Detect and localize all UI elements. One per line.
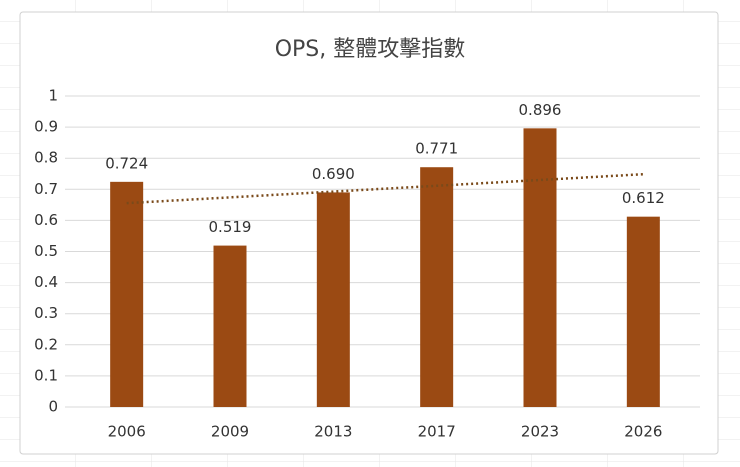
x-tick-label: 2023 [521, 423, 559, 441]
y-tick-label: 0.4 [34, 273, 58, 291]
y-tick-label: 0.8 [34, 149, 58, 167]
y-tick-label: 0 [48, 398, 58, 416]
y-tick-label: 0.2 [34, 335, 58, 353]
y-tick-label: 1 [48, 87, 58, 105]
data-label: 0.896 [519, 101, 562, 119]
bar [626, 216, 660, 407]
y-tick-label: 0.1 [34, 366, 58, 384]
bar [110, 181, 144, 407]
y-tick-label: 0.3 [34, 304, 58, 322]
data-label: 0.612 [622, 189, 665, 207]
y-tick-label: 0.6 [34, 211, 58, 229]
x-tick-label: 2017 [418, 423, 456, 441]
x-tick-label: 2009 [211, 423, 249, 441]
data-label: 0.771 [415, 140, 458, 158]
y-tick-label: 0.5 [34, 242, 58, 260]
x-tick-label: 2006 [108, 423, 146, 441]
x-tick-label: 2026 [624, 423, 662, 441]
data-label: 0.690 [312, 165, 355, 183]
bar [316, 192, 350, 407]
x-tick-label: 2013 [314, 423, 352, 441]
y-tick-label: 0.9 [34, 118, 58, 136]
bar [213, 245, 247, 407]
bar [420, 167, 454, 407]
data-label: 0.519 [209, 218, 252, 236]
data-label: 0.724 [105, 154, 148, 172]
bar [523, 128, 557, 407]
chart-title: OPS, 整體攻擊指數 [275, 37, 466, 62]
y-tick-label: 0.7 [34, 180, 58, 198]
trend-line [126, 172, 644, 205]
